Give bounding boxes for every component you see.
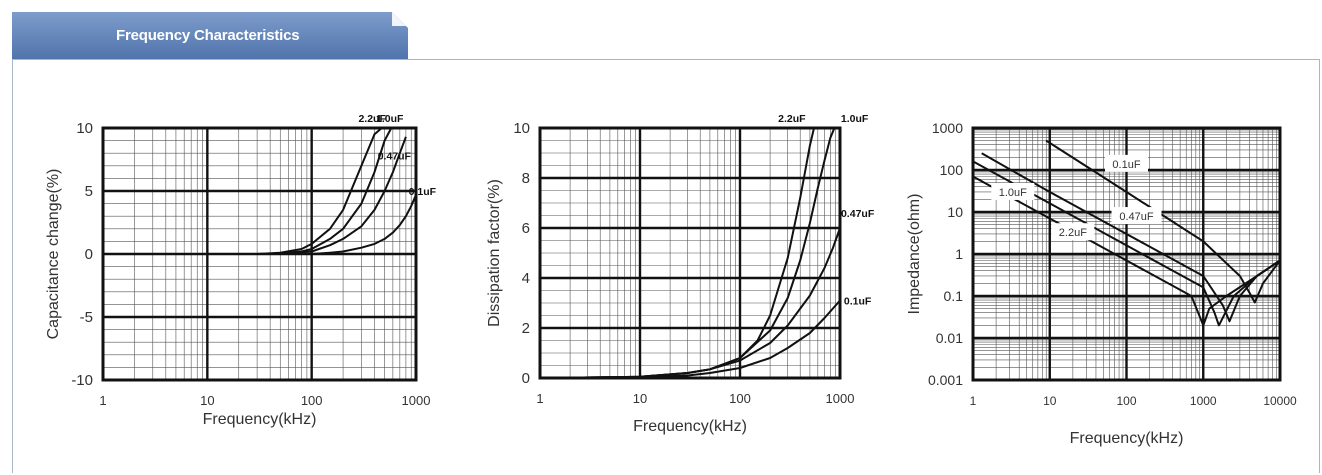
series-label: 0.1uF — [409, 186, 437, 198]
y-tick-label: 0 — [522, 370, 530, 387]
y-tick-label: 10 — [947, 204, 963, 220]
series-label-bg — [1105, 154, 1148, 172]
x-tick-label: 1000 — [402, 393, 431, 408]
x-tick-label: 1 — [536, 391, 543, 406]
x-tick-label: 1000 — [1190, 394, 1217, 408]
series-line-0.47uF — [103, 136, 407, 255]
y-tick-label: 8 — [522, 170, 530, 187]
chart-3: 1000 100 10 1 0.1 0.01 0.001 1 10 100 1000 10000 0.1… — [906, 120, 1297, 447]
plot-frame — [971, 126, 1282, 382]
series-label-bg — [991, 182, 1035, 200]
x-tick-label: 100 — [301, 393, 323, 408]
y-axis-label: Impedance(ohm) — [906, 194, 923, 315]
tab-shape — [12, 12, 408, 60]
y-tick-label: 4 — [522, 270, 530, 287]
series-label: 0.1uF — [1112, 159, 1140, 171]
section-tab: Frequency Characteristics — [12, 12, 408, 60]
y-tick-label: -10 — [71, 372, 93, 389]
x-tick-label: 10000 — [1263, 394, 1297, 408]
y-tick-label: 100 — [940, 162, 964, 178]
x-tick-label: 1000 — [826, 391, 855, 406]
y-tick-label: -5 — [80, 309, 93, 326]
series-line-0.47uF — [540, 227, 840, 378]
series-label: 2.2uF — [778, 113, 806, 125]
y-tick-label: 0.1 — [944, 288, 964, 304]
y-tick-label: 0.01 — [936, 330, 963, 346]
series-label: 1.0uF — [841, 113, 869, 125]
x-axis-label: Frequency(kHz) — [1070, 430, 1184, 447]
x-axis-label: Frequency(kHz) — [633, 418, 747, 435]
series-line-0.1uF — [103, 194, 416, 255]
chart-2: 10 8 6 4 2 01 10 100 1000 2.2uF 1.0uF 0.47uF 0.1uF Fr… — [486, 113, 875, 435]
y-tick-label: 10 — [76, 120, 93, 137]
series-label-bg — [1111, 207, 1162, 225]
y-tick-label: 6 — [522, 220, 530, 237]
series-label: 0.47uF — [1119, 211, 1154, 223]
series-label: 2.2uF — [1059, 227, 1087, 239]
plot-frame — [538, 126, 842, 380]
y-tick-label: 1000 — [932, 120, 963, 136]
y-tick-label: 10 — [513, 120, 530, 137]
content-panel — [12, 59, 1320, 473]
series-label-bg — [1051, 223, 1095, 241]
y-tick-label: 1 — [955, 246, 963, 262]
x-axis-label: Frequency(kHz) — [203, 411, 317, 428]
series-line-1.0uF — [973, 160, 1280, 327]
y-tick-label: 0 — [85, 246, 93, 263]
x-tick-label: 100 — [1116, 394, 1136, 408]
series-label: 2.2uF — [358, 113, 386, 125]
x-tick-label: 10 — [1043, 394, 1057, 408]
y-axis-label: Dissipation factor(%) — [486, 179, 503, 327]
x-tick-label: 10 — [200, 393, 214, 408]
series-label: 0.47uF — [378, 151, 412, 163]
x-tick-label: 1 — [970, 394, 977, 408]
series-label: 0.1uF — [844, 296, 872, 308]
x-tick-label: 1 — [99, 393, 106, 408]
x-tick-label: 100 — [729, 391, 751, 406]
y-tick-label: 0.001 — [928, 372, 963, 388]
x-tick-label: 10 — [633, 391, 647, 406]
series-label: 0.47uF — [841, 208, 875, 220]
y-axis-label: Capacitance change(%) — [45, 169, 62, 340]
series-label: 1.0uF — [376, 113, 404, 125]
y-tick-label: 5 — [85, 183, 93, 200]
y-tick-label: 2 — [522, 320, 530, 337]
series-line-0.1uF — [540, 299, 840, 378]
series-line-0.47uF — [981, 152, 1280, 323]
section-title: Frequency Characteristics — [116, 27, 300, 44]
series-label: 1.0uF — [999, 187, 1027, 199]
